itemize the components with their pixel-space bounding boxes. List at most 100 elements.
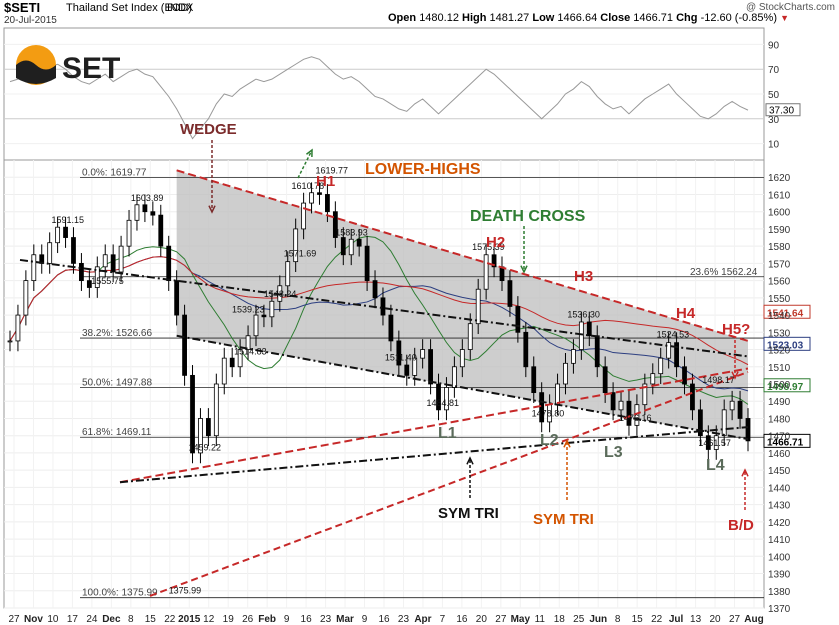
price-tick-label: 1480 <box>768 414 791 425</box>
sym-tri-lower-line <box>119 426 749 484</box>
x-tick-label: 8 <box>128 614 134 625</box>
price-point-label: 1591.15 <box>51 215 84 225</box>
x-tick-label: Jul <box>669 614 684 625</box>
price-candle <box>467 323 473 350</box>
price-candle <box>150 211 156 216</box>
price-tick-label: 1610 <box>768 190 791 201</box>
price-point-label: 1461.57 <box>698 438 731 448</box>
x-tick-label: Aug <box>744 614 763 625</box>
price-candle <box>285 261 291 287</box>
price-candle <box>63 226 68 238</box>
price-candle <box>340 237 346 256</box>
price-candle <box>697 409 703 437</box>
sym-tri-2-arrow-icon-head <box>563 439 571 448</box>
price-tick-label: 1440 <box>768 483 791 494</box>
x-tick-label: 22 <box>164 614 176 625</box>
price-candle <box>158 214 164 247</box>
sym-tri-upper-line <box>19 258 749 358</box>
ohlc-readout: Open 1480.12 High 1481.27 Low 1466.64 Cl… <box>388 12 789 24</box>
price-candle <box>166 245 172 282</box>
x-tick-label: 16 <box>378 614 390 625</box>
bd-arrow-icon-head <box>741 468 749 477</box>
chart-date: 20-Jul-2015 <box>4 15 57 26</box>
fib-label: 23.6% 1562.24 <box>690 267 758 278</box>
h1-arrow-icon-head <box>305 148 313 158</box>
right-price-tag-value: 1523.03 <box>767 340 804 351</box>
chart-symbol-type: INDX <box>167 2 194 14</box>
fib-label: 38.2%: 1526.66 <box>82 328 152 339</box>
x-tick-label: 27 <box>495 614 507 625</box>
x-tick-label: 15 <box>145 614 157 625</box>
price-point-label: 1575.39 <box>472 242 505 252</box>
close-value: 1466.71 <box>633 12 674 24</box>
price-candle <box>388 314 394 342</box>
x-tick-label: 23 <box>398 614 410 625</box>
price-candle <box>317 192 322 195</box>
annotation-text: L4 <box>706 457 725 474</box>
price-point-label: 1524.53 <box>657 330 690 340</box>
x-tick-label: 16 <box>456 614 468 625</box>
x-tick-label: Apr <box>414 614 431 625</box>
price-series <box>7 182 751 464</box>
x-tick-label: 25 <box>573 614 585 625</box>
x-tick-label: 2015 <box>178 614 201 625</box>
price-candle <box>261 314 267 318</box>
right-price-tag-value: 1541.64 <box>767 308 804 319</box>
price-candle <box>539 392 545 423</box>
set-logo: SET <box>16 45 120 85</box>
price-candle <box>729 400 735 411</box>
price-candle <box>71 237 76 264</box>
annotation-text: H4 <box>676 305 696 322</box>
price-candle <box>666 342 672 359</box>
price-candle <box>348 238 354 256</box>
price-candle <box>118 245 124 273</box>
price-candle <box>245 335 251 350</box>
price-tick-label: 1580 <box>768 242 791 253</box>
price-candle <box>642 383 648 406</box>
price-candle <box>380 297 386 316</box>
price-candle <box>293 228 299 263</box>
wedge-arrow-icon-head <box>208 205 216 214</box>
price-candle <box>213 383 219 437</box>
price-candle <box>705 435 711 450</box>
price-tick-label: 1620 <box>768 173 791 184</box>
right-price-tag-value: 1466.71 <box>767 437 804 448</box>
rsi-tick-label: 30 <box>768 115 780 126</box>
x-tick-label: 12 <box>203 614 215 625</box>
price-candle <box>444 387 449 411</box>
price-point-label: 1476.16 <box>619 413 652 423</box>
price-candle <box>451 366 457 388</box>
annotation-text: DEATH CROSS <box>470 208 586 225</box>
price-candle <box>491 254 497 268</box>
rsi-tick-label: 10 <box>768 140 780 151</box>
price-candle <box>269 300 275 318</box>
price-candle <box>658 357 664 375</box>
rsi-tag-box <box>765 103 801 117</box>
annotation-text: B/D <box>728 517 754 534</box>
price-candle <box>745 418 751 442</box>
x-tick-label: 15 <box>632 614 644 625</box>
logo-wave-icon <box>16 60 56 84</box>
annotations: WEDGE LOWER-HIGHS DEATH CROSS H1 H2 H3 H4 H5? L1… <box>180 121 754 534</box>
price-candle <box>79 262 84 282</box>
price-tick-label: 1410 <box>768 535 791 546</box>
price-point-label: 1459.22 <box>189 442 222 452</box>
price-point-label: 1603.89 <box>131 193 164 203</box>
right-price-tag <box>763 433 811 448</box>
annotation-text: LOWER-HIGHS <box>365 161 481 178</box>
annotation-text: H5? <box>722 321 750 338</box>
x-tick-label: 17 <box>67 614 79 625</box>
price-candle <box>618 400 624 411</box>
price-tick-label: 1420 <box>768 518 791 529</box>
chart-symbol: $SETI <box>4 0 41 15</box>
price-tick-label: 1390 <box>768 570 791 581</box>
price-candle <box>253 314 259 337</box>
annotation-text: H3 <box>574 268 593 285</box>
price-candle <box>23 280 29 316</box>
price-tick-label: 1530 <box>768 328 791 339</box>
price-point-label: 1498.17 <box>702 375 735 385</box>
x-tick-label: 20 <box>476 614 488 625</box>
x-tick-label: 27 <box>729 614 741 625</box>
price-candle <box>31 254 37 282</box>
price-candle <box>594 335 600 368</box>
